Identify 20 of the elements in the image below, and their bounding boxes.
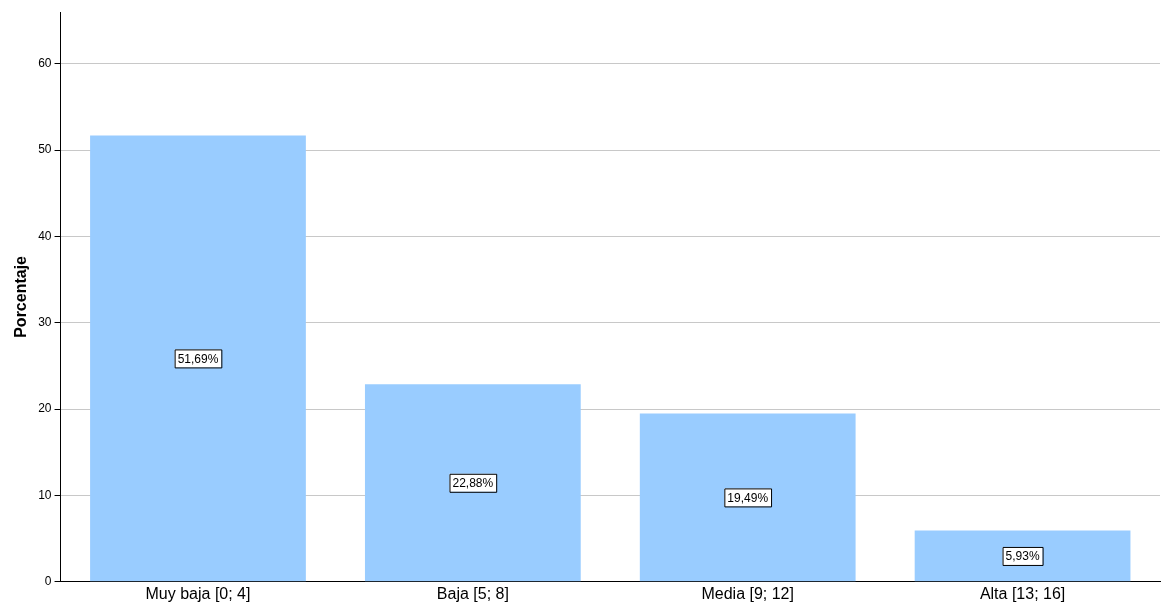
y-axis-title: Porcentaje <box>12 255 30 338</box>
data-label: 51,69% <box>177 351 219 366</box>
bar <box>639 413 856 582</box>
data-label: 5,93% <box>1005 549 1040 564</box>
x-tick-label: Media [9; 12] <box>701 584 794 602</box>
x-tick-label: Baja [5; 8] <box>436 584 509 602</box>
y-tick-label: 60 <box>38 56 52 71</box>
x-tick-label: Muy baja [0; 4] <box>145 584 251 602</box>
data-label: 22,88% <box>452 476 494 491</box>
bar <box>90 135 306 582</box>
y-tick-label: 0 <box>44 574 52 589</box>
y-tick-label: 20 <box>38 401 52 416</box>
bar <box>364 384 581 582</box>
y-tick-label: 40 <box>38 228 52 243</box>
x-tick-label: Alta [13; 16] <box>979 584 1066 602</box>
data-label: 19,49% <box>727 490 769 505</box>
y-tick-label: 10 <box>38 487 52 502</box>
bar <box>914 530 1131 582</box>
y-tick-label: 30 <box>38 315 52 330</box>
y-tick-label: 50 <box>38 142 52 157</box>
